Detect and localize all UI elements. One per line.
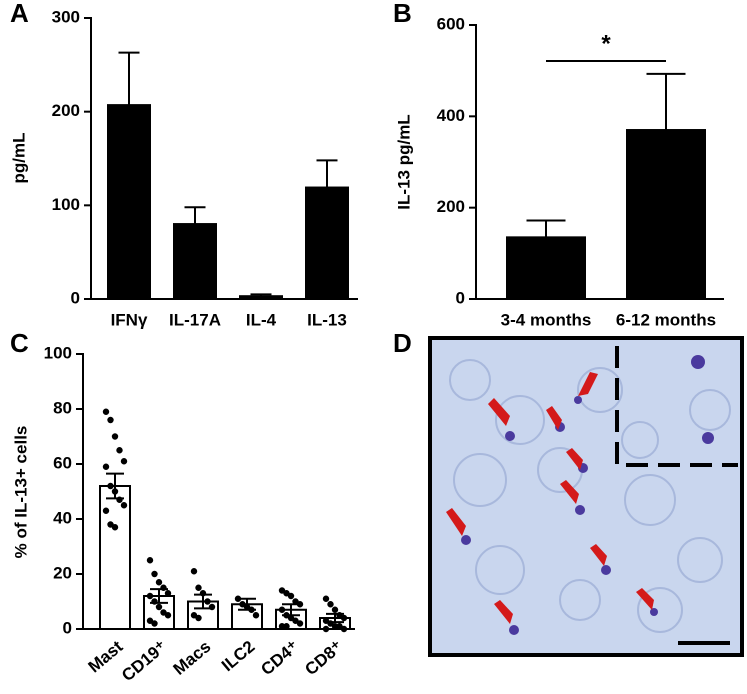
x-tick-label: CD19⁺ <box>118 637 170 685</box>
data-point <box>120 502 128 509</box>
data-point <box>195 584 202 591</box>
data-point <box>102 408 110 415</box>
panel-label: A <box>10 0 29 28</box>
bar <box>626 129 706 300</box>
error-bar <box>526 219 566 238</box>
data-point <box>116 447 123 454</box>
data-point <box>287 592 295 600</box>
data-point <box>107 416 114 424</box>
data-point <box>155 579 163 586</box>
y-tick-label: 400 <box>437 106 465 125</box>
panel-label: C <box>10 328 29 358</box>
x-tick-label: ILC2 <box>218 637 258 675</box>
y-axis-label: pg/mL <box>9 133 28 184</box>
data-point <box>164 612 172 619</box>
data-point <box>164 590 172 597</box>
y-tick-label: 80 <box>53 398 72 417</box>
data-point <box>252 612 260 619</box>
x-tick-label: IL-4 <box>246 310 277 329</box>
annotation: * <box>601 30 611 57</box>
data-point <box>234 595 242 602</box>
data-point <box>107 482 114 490</box>
y-tick-label: 40 <box>53 508 72 527</box>
error-bar <box>184 206 206 225</box>
y-tick-label: 100 <box>44 343 72 362</box>
data-point <box>155 603 163 611</box>
data-point <box>102 507 110 514</box>
y-tick-label: 0 <box>71 288 80 307</box>
data-point <box>322 625 330 633</box>
data-point <box>111 488 119 495</box>
data-point <box>331 606 339 613</box>
error-bar <box>250 293 272 297</box>
x-tick-label: CD8⁺ <box>301 637 346 679</box>
data-point <box>151 598 158 605</box>
data-point <box>278 623 286 630</box>
x-tick-label: IL-17A <box>169 310 221 329</box>
data-point <box>278 606 286 613</box>
x-tick-label: IFNγ <box>111 310 148 329</box>
y-tick-label: 60 <box>53 453 72 472</box>
error-bar <box>118 51 140 106</box>
data-point <box>146 592 154 600</box>
data-point <box>120 458 128 465</box>
data-point <box>102 463 110 470</box>
y-axis-label: IL-13 pg/mL <box>394 114 413 209</box>
y-tick-label: 200 <box>437 197 465 216</box>
data-point <box>195 614 202 622</box>
bar <box>107 104 151 300</box>
micrograph <box>428 336 744 657</box>
bar <box>305 186 349 300</box>
data-point <box>160 584 167 591</box>
x-tick-label: 6-12 months <box>616 310 716 329</box>
y-axis-label: % of IL-13+ cells <box>11 426 30 559</box>
panel-label: D <box>393 328 412 358</box>
x-tick-label: CD4⁺ <box>257 637 302 679</box>
x-tick-label: Macs <box>170 637 215 679</box>
y-tick-label: 0 <box>456 288 465 307</box>
data-point <box>146 557 154 564</box>
error-bar <box>646 72 686 131</box>
data-point <box>296 601 304 608</box>
data-point <box>111 433 119 440</box>
error-bar <box>316 159 338 188</box>
y-tick-label: 0 <box>63 618 72 637</box>
data-point <box>340 614 348 622</box>
data-point <box>283 623 290 630</box>
data-point <box>199 590 207 597</box>
x-tick-label: 3-4 months <box>501 310 592 329</box>
data-point <box>116 496 123 503</box>
y-tick-label: 300 <box>52 7 80 26</box>
data-point <box>190 568 198 575</box>
panel-label: B <box>393 0 412 28</box>
bar <box>239 295 283 301</box>
y-tick-label: 20 <box>53 563 72 582</box>
data-point <box>111 524 119 531</box>
data-point <box>248 606 255 613</box>
data-point <box>327 601 334 608</box>
y-tick-label: 100 <box>52 195 80 214</box>
data-point <box>204 598 211 605</box>
y-tick-label: 600 <box>437 14 465 33</box>
data-point <box>296 620 304 627</box>
bar <box>506 236 586 301</box>
y-tick-label: 200 <box>52 101 80 120</box>
data-point <box>208 603 216 611</box>
data-point <box>340 625 348 633</box>
data-point <box>151 570 158 578</box>
data-point <box>322 595 330 602</box>
data-point <box>331 623 339 630</box>
x-tick-label: IL-13 <box>307 310 347 329</box>
data-point <box>151 620 158 627</box>
bar <box>173 223 217 300</box>
